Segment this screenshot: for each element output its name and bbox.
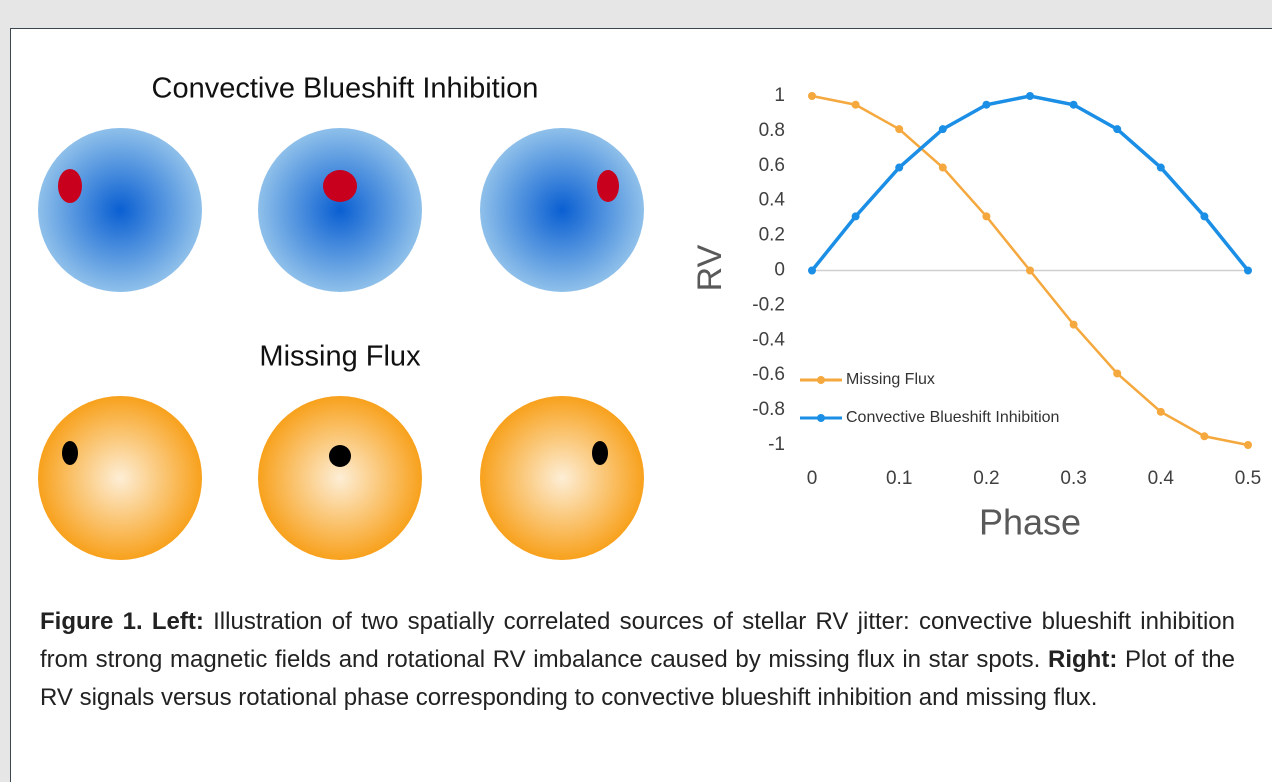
diagram: Convective Blueshift Inhibition Missing … — [38, 73, 644, 560]
star — [258, 128, 422, 292]
y-tick-label: 0.6 — [759, 155, 785, 176]
point — [808, 266, 816, 275]
x-tick-label: 0.4 — [1148, 468, 1175, 489]
y-tick-label: 0.8 — [759, 120, 785, 141]
point — [1156, 163, 1165, 172]
y-tick-label: 0.4 — [759, 190, 786, 211]
caption-label: Left: — [151, 608, 204, 635]
caption-label: Figure 1. — [40, 608, 143, 635]
y-tick-label: 0.2 — [759, 225, 785, 246]
diagram-title: Missing Flux — [259, 341, 421, 373]
point — [851, 212, 860, 221]
caption-label: Right: — [1048, 646, 1118, 673]
y-tick-label: 0 — [774, 260, 785, 281]
series-line — [810, 94, 1250, 272]
point — [1200, 432, 1209, 441]
spot — [58, 169, 82, 203]
point — [1113, 125, 1122, 134]
spot — [323, 170, 357, 202]
point — [1200, 212, 1209, 221]
legend-marker — [817, 376, 825, 384]
point — [895, 125, 904, 134]
point — [1244, 266, 1252, 275]
caption-text: Plot of the RV signals versus rotational… — [40, 646, 1236, 711]
point — [1026, 92, 1034, 100]
point — [982, 100, 991, 109]
point — [982, 212, 991, 221]
point — [851, 100, 860, 109]
x-axis-label: Phase — [979, 502, 1081, 543]
y-tick-label: -0.6 — [752, 364, 785, 385]
legend-label: Convective Blueshift Inhibition — [846, 409, 1059, 426]
x-tick-label: 0.5 — [1235, 468, 1261, 489]
point — [895, 163, 904, 172]
star — [480, 396, 644, 560]
star — [480, 128, 644, 292]
y-tick-label: 1 — [774, 85, 785, 106]
caption-text: Illustration of two spatially correlated… — [40, 608, 1235, 673]
figure-panel — [10, 28, 1272, 782]
figure: Convective Blueshift Inhibition Missing … — [38, 73, 1261, 560]
point — [938, 125, 947, 134]
legend-label: Missing Flux — [846, 371, 935, 388]
star — [38, 128, 202, 292]
legend-marker — [817, 414, 825, 422]
spot — [329, 445, 351, 467]
x-tick-label: 0.2 — [973, 468, 999, 489]
point — [938, 163, 947, 172]
star — [258, 396, 422, 560]
point — [1026, 266, 1034, 275]
spot — [592, 441, 608, 465]
x-tick-label: 0.3 — [1060, 468, 1086, 489]
y-tick-label: -1 — [768, 434, 785, 455]
point — [1113, 369, 1122, 378]
y-axis-label: RV — [691, 244, 729, 291]
point — [1069, 320, 1078, 329]
y-tick-label: -0.4 — [752, 329, 785, 350]
y-tick-label: -0.8 — [752, 399, 785, 420]
point — [808, 92, 816, 100]
diagram-title: Convective Blueshift Inhibition — [152, 73, 539, 105]
y-tick-label: -0.2 — [752, 294, 785, 315]
star — [38, 396, 202, 560]
spot — [62, 441, 78, 465]
point — [1069, 100, 1078, 109]
x-tick-label: 0.1 — [886, 468, 912, 489]
x-tick-label: 0 — [807, 468, 818, 489]
caption: Figure 1. Left: Illustration of two spat… — [40, 603, 1235, 717]
point — [1156, 407, 1165, 416]
spot — [597, 170, 619, 202]
point — [1244, 441, 1252, 449]
